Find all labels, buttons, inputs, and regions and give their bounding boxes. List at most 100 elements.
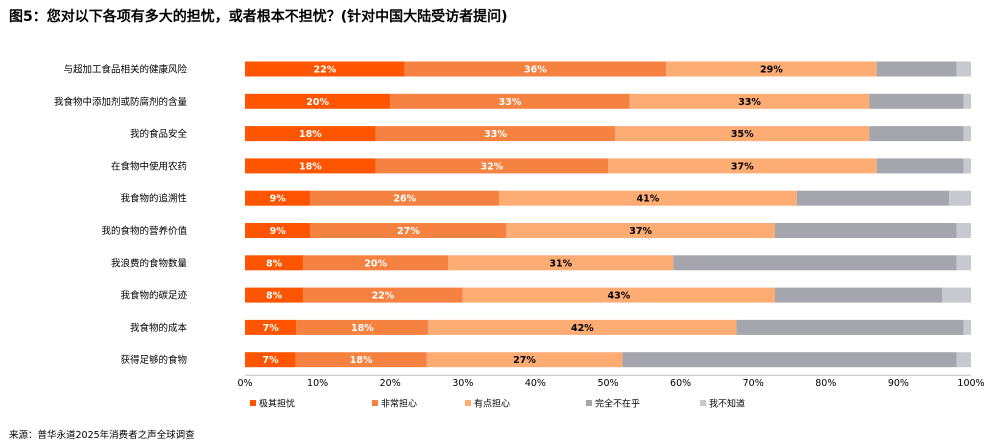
data-label: 8% <box>266 258 283 269</box>
legend-swatch <box>586 400 592 406</box>
x-axis: 0% 10% 20% 30% 40% 50% 60% 70% 80% 90% 100% <box>237 374 985 389</box>
category-label: 我的食物的营养价值 <box>101 225 187 237</box>
legend-swatch <box>465 400 471 406</box>
data-label: 43% <box>608 291 631 302</box>
category-label: 我食物的成本 <box>130 322 188 334</box>
data-label: 33% <box>484 129 507 140</box>
bar-segment <box>390 93 630 109</box>
data-label: 37% <box>629 226 652 237</box>
bar-segment <box>245 61 405 77</box>
bar-segment <box>245 158 376 174</box>
bar-segment <box>303 255 449 271</box>
data-label: 18% <box>299 161 322 172</box>
bar-segment <box>245 93 391 109</box>
bar-segment <box>245 190 311 206</box>
bar-segment <box>869 126 964 142</box>
bar-segment <box>245 319 297 335</box>
bar-segment <box>956 255 971 271</box>
legend-label: 非常担心 <box>381 398 417 410</box>
data-label: 18% <box>350 355 373 366</box>
bar-segment <box>796 190 950 206</box>
legend-label: 极其担忧 <box>259 398 295 410</box>
data-label: 18% <box>299 129 322 140</box>
bar-segment <box>622 352 957 368</box>
data-label: 22% <box>372 291 395 302</box>
bar-segment <box>956 352 971 368</box>
bar-segment <box>956 61 971 77</box>
category-label: 我浪费的食物数量 <box>111 257 188 269</box>
legend: 极其担忧 非常担心 有点担心 完全不在乎 我不知道 <box>250 398 745 410</box>
data-label: 22% <box>313 65 336 76</box>
bar-segment <box>629 93 870 109</box>
category-label: 在食物中使用农药 <box>111 160 187 172</box>
bar-segment <box>963 93 971 109</box>
data-label: 41% <box>637 194 660 205</box>
bar-segment <box>245 287 304 303</box>
bar-segment <box>666 61 877 77</box>
bar-segment <box>426 352 623 368</box>
data-label: 26% <box>393 194 416 205</box>
data-label: 20% <box>364 258 387 269</box>
bar-segment <box>245 126 376 142</box>
category-label: 我食物中添加剂或防腐剂的含量 <box>54 96 188 108</box>
source-note: 来源：普华永道2025年消费者之声全球调查 <box>9 430 195 441</box>
data-label: 31% <box>549 258 572 269</box>
data-label: 33% <box>738 97 761 108</box>
data-label: 27% <box>397 226 420 237</box>
data-label: 9% <box>270 226 287 237</box>
bar-segment <box>774 287 942 303</box>
bar-segment <box>448 255 674 271</box>
category-label: 与超加工食品相关的健康风险 <box>63 64 187 76</box>
category-label: 我食物的追溯性 <box>120 193 187 205</box>
legend-label: 有点担心 <box>474 398 510 410</box>
x-tick-label: 0% <box>237 378 252 389</box>
x-tick-label: 70% <box>743 378 764 389</box>
x-tick-label: 20% <box>380 378 401 389</box>
bar-segment <box>428 319 737 335</box>
category-label: 我食物的碳足迹 <box>120 290 187 302</box>
data-label: 33% <box>499 97 522 108</box>
bar-segment <box>404 61 667 77</box>
data-label: 42% <box>571 323 594 334</box>
bar-segment <box>303 287 463 303</box>
x-tick-label: 40% <box>525 378 546 389</box>
data-label: 35% <box>731 129 754 140</box>
data-label: 32% <box>480 161 503 172</box>
x-tick-label: 30% <box>452 378 473 389</box>
data-label: 36% <box>524 65 547 76</box>
data-label: 8% <box>266 291 283 302</box>
bar-segment <box>245 352 296 368</box>
bars-layer <box>245 61 971 368</box>
x-tick-label: 90% <box>888 378 909 389</box>
data-label: 7% <box>263 323 280 334</box>
chart-title: 图5：您对以下各项有多大的担忧，或者根本不担忧？(针对中国大陆受访者提问) <box>9 9 508 25</box>
bar-segment <box>462 287 775 303</box>
bar-segment <box>963 126 971 142</box>
bar-segment <box>295 352 427 368</box>
bar-segment <box>774 223 957 238</box>
x-tick-label: 50% <box>597 378 618 389</box>
category-label: 获得足够的食物 <box>120 354 187 366</box>
legend-swatch <box>250 400 256 406</box>
data-label: 9% <box>270 194 287 205</box>
bar-segment <box>296 319 429 335</box>
legend-label: 完全不在乎 <box>595 398 640 410</box>
bar-segment <box>876 158 964 174</box>
bar-segment <box>615 126 870 142</box>
bar-segment <box>375 126 616 142</box>
x-tick-label: 10% <box>307 378 328 389</box>
bar-segment <box>869 93 964 109</box>
bar-segment <box>963 158 971 174</box>
legend-swatch <box>700 400 706 406</box>
bar-segment <box>949 190 971 206</box>
bar-segment <box>673 255 957 271</box>
category-labels: 与超加工食品相关的健康风险我食物中添加剂或防腐剂的含量我的食品安全在食物中使用农… <box>54 64 188 367</box>
x-tick-label: 100% <box>957 378 984 389</box>
data-label: 20% <box>306 97 329 108</box>
bar-segment <box>245 223 311 238</box>
bar-segment <box>245 255 304 271</box>
bar-segment <box>608 158 877 174</box>
data-label: 18% <box>351 323 374 334</box>
legend-swatch <box>372 400 378 406</box>
